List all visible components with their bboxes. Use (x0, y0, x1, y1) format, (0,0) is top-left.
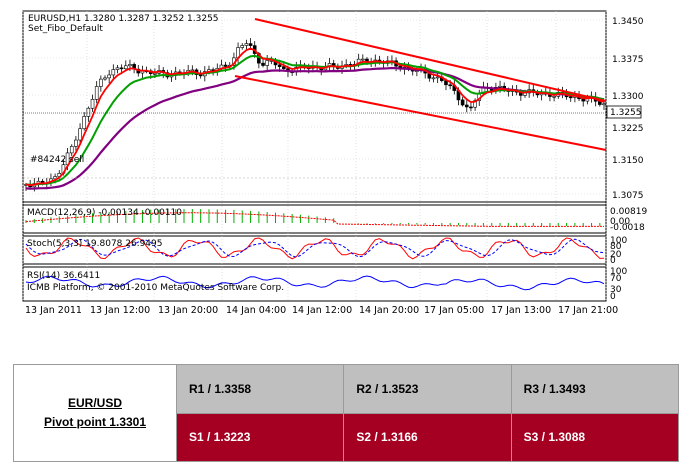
candle-body (123, 65, 128, 70)
candle-body (78, 128, 82, 141)
candle-body (86, 107, 91, 117)
time-tick: 17 Jan 05:00 (424, 305, 484, 316)
candle-body (140, 70, 145, 74)
candle-body (198, 74, 203, 77)
candle-body (498, 85, 502, 88)
stoch-signal-line (25, 238, 605, 258)
trading-chart[interactable]: EURUSD,H1 1.3280 1.3287 1.3252 1.3255 Se… (0, 0, 688, 330)
chart-frame (22, 10, 607, 302)
candle-body (115, 67, 120, 70)
candle-body (435, 76, 440, 79)
r3-cell: R3 / 1.3493 (510, 364, 680, 414)
order-object-label: #84242 sell (30, 155, 84, 165)
channel-upper-line[interactable] (254, 18, 607, 102)
candle-body (469, 106, 473, 109)
candle-body (244, 43, 249, 46)
candle-body (53, 176, 57, 180)
stoch-tick: 20 (610, 250, 622, 260)
candle-body (99, 78, 103, 87)
time-tick: 14 Jan 12:00 (292, 305, 352, 316)
price-tick: 1.3450 (612, 17, 644, 27)
current-price-badge (606, 105, 642, 119)
price-tick: 1.3300 (612, 92, 644, 102)
rsi-label: RSI(14) 36.6411 (27, 271, 100, 281)
candle-body (248, 43, 253, 46)
pair-label: EUR/USD (67, 396, 122, 410)
candle-body (568, 96, 573, 99)
rsi-tick: 100 (610, 267, 627, 277)
s1-cell: S1 / 1.3223 (175, 412, 345, 462)
candle-body (90, 98, 95, 109)
candle-body (277, 64, 282, 67)
time-tick: 13 Jan 12:00 (90, 305, 150, 316)
chart-template-name: Set_Fibo_Default (28, 24, 103, 34)
candle-body (119, 67, 124, 70)
candle-body (107, 74, 111, 79)
time-tick: 13 Jan 20:00 (158, 305, 218, 316)
rsi-tick: 0 (610, 292, 616, 302)
time-tick: 17 Jan 21:00 (558, 305, 618, 316)
candle-body (94, 86, 99, 100)
candle-body (74, 139, 78, 147)
candle-body (111, 69, 116, 76)
candle-body (128, 64, 132, 67)
time-tick: 14 Jan 20:00 (359, 305, 419, 316)
candle-body (69, 146, 74, 154)
candle-body (103, 77, 107, 80)
macd-tick: 0.00819 (610, 207, 647, 217)
rsi-tick: 70 (610, 274, 622, 284)
time-tick: 14 Jan 04:00 (226, 305, 286, 316)
candle-body (552, 95, 556, 98)
candle-body (431, 77, 436, 80)
stoch-tick: 80 (610, 242, 622, 252)
price-tick: 1.3075 (612, 191, 644, 201)
s3-cell: S3 / 1.3088 (510, 412, 680, 462)
price-tick: 1.3225 (612, 124, 644, 134)
stoch-tick: 100 (610, 236, 627, 246)
pivot-point-label: Pivot point 1.3301 (43, 415, 147, 429)
current-price-value: 1.3255 (610, 108, 642, 118)
s2-cell: S2 / 1.3166 (343, 412, 512, 462)
pivot-summary-cell: EUR/USD Pivot point 1.3301 (13, 364, 177, 462)
time-tick: 13 Jan 2011 (25, 305, 82, 316)
candle-body (448, 84, 452, 87)
chart-symbol-header: EURUSD,H1 1.3280 1.3287 1.3252 1.3255 (28, 14, 219, 24)
candle-body (602, 103, 606, 106)
candle-body (223, 64, 228, 67)
candle-body (261, 62, 265, 66)
copyright-text: ICMB Platform, © 2001-2010 MetaQuotes So… (27, 283, 284, 293)
macd-histogram (25, 209, 601, 226)
price-tick: 1.3150 (612, 156, 644, 166)
grid (22, 11, 607, 301)
rsi-line (25, 275, 605, 291)
pivot-table: EUR/USD Pivot point 1.3301 R1 / 1.3358 R… (13, 364, 680, 462)
candle-body (282, 66, 286, 69)
macd-label: MACD(12,26,9) -0.00134 -0.00110 (27, 208, 182, 218)
r2-cell: R2 / 1.3523 (343, 364, 512, 414)
candle-body (240, 45, 245, 48)
candle-body (361, 58, 365, 61)
stoch-label: Stoch(5,3,3) 19.8078 26.9495 (27, 239, 162, 249)
price-tick: 1.3375 (612, 55, 644, 65)
time-tick: 17 Jan 13:00 (491, 305, 551, 316)
candle-body (82, 116, 87, 130)
macd-tick: 0.00 (610, 217, 630, 227)
stoch-tick: 0 (610, 256, 616, 266)
price-axis: 1.3450 1.3375 1.3300 1.3225 1.3150 1.307… (612, 17, 644, 201)
time-axis: 13 Jan 2011 13 Jan 12:00 13 Jan 20:00 14… (25, 305, 618, 316)
candle-body (153, 73, 157, 75)
candle-body (464, 104, 469, 108)
candle-body (265, 60, 269, 66)
macd-signal-line (25, 212, 604, 227)
r1-cell: R1 / 1.3358 (175, 364, 345, 414)
macd-tick: -0.0018 (610, 223, 645, 233)
channel-lower-line[interactable] (234, 75, 607, 151)
candle-body (460, 99, 465, 106)
rsi-tick: 30 (610, 285, 622, 295)
ma-fast-line (25, 47, 605, 187)
